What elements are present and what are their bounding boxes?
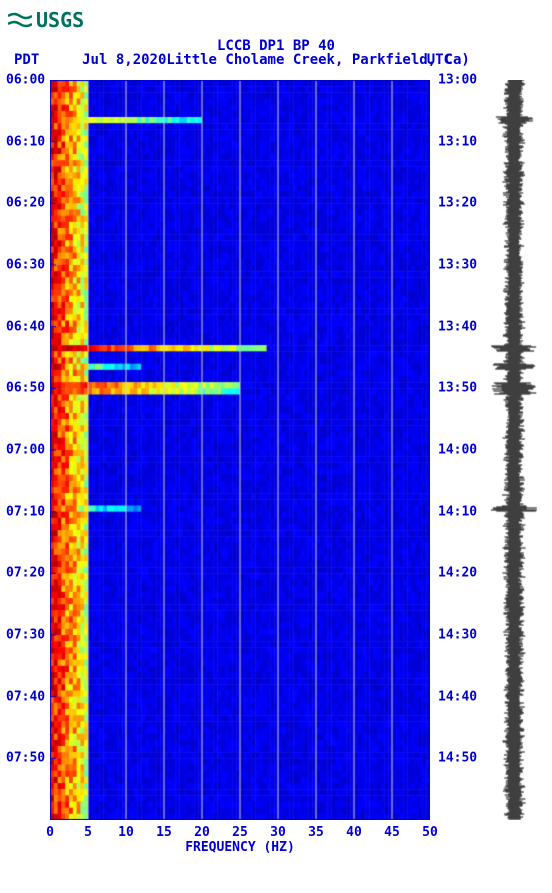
ytick-left: 07:10 xyxy=(6,504,45,519)
ytick-right: 13:50 xyxy=(438,381,477,396)
chart-subtitle: Jul 8,2020Little Cholame Creek, Parkfiel… xyxy=(0,52,552,68)
ytick-left: 06:50 xyxy=(6,381,45,396)
xtick: 10 xyxy=(118,825,134,840)
ytick-right: 14:10 xyxy=(438,504,477,519)
xtick: 0 xyxy=(46,825,54,840)
ytick-left: 06:20 xyxy=(6,196,45,211)
ytick-right: 13:00 xyxy=(438,73,477,88)
wave-icon xyxy=(8,10,32,30)
ytick-right: 13:30 xyxy=(438,258,477,273)
xtick: 15 xyxy=(156,825,172,840)
xtick: 30 xyxy=(270,825,286,840)
ytick-right: 14:20 xyxy=(438,566,477,581)
ytick-right: 14:50 xyxy=(438,751,477,766)
xtick: 25 xyxy=(232,825,248,840)
xtick: 5 xyxy=(84,825,92,840)
ytick-right: 14:40 xyxy=(438,689,477,704)
spectrogram-plot xyxy=(50,80,430,820)
ytick-right: 13:40 xyxy=(438,319,477,334)
spectrogram-canvas xyxy=(50,80,430,820)
ytick-left: 07:00 xyxy=(6,443,45,458)
xtick: 50 xyxy=(422,825,438,840)
ytick-left: 06:30 xyxy=(6,258,45,273)
xlabel: FREQUENCY (HZ) xyxy=(50,840,430,855)
ytick-left: 06:10 xyxy=(6,134,45,149)
ytick-right: 14:30 xyxy=(438,628,477,643)
ytick-left: 07:30 xyxy=(6,628,45,643)
ytick-right: 13:10 xyxy=(438,134,477,149)
ytick-right: 13:20 xyxy=(438,196,477,211)
utc-label: UTC xyxy=(427,52,452,68)
xtick: 35 xyxy=(308,825,324,840)
ytick-right: 14:00 xyxy=(438,443,477,458)
ytick-left: 06:40 xyxy=(6,319,45,334)
seismogram-trace xyxy=(490,80,538,820)
ytick-left: 06:00 xyxy=(6,73,45,88)
ytick-left: 07:50 xyxy=(6,751,45,766)
container: USGS LCCB DP1 BP 40 PDT Jul 8,2020Little… xyxy=(0,0,552,893)
ytick-left: 07:20 xyxy=(6,566,45,581)
xtick: 45 xyxy=(384,825,400,840)
logo-text: USGS xyxy=(36,8,84,32)
usgs-logo: USGS xyxy=(8,8,84,32)
ytick-left: 07:40 xyxy=(6,689,45,704)
xtick: 20 xyxy=(194,825,210,840)
xtick: 40 xyxy=(346,825,362,840)
